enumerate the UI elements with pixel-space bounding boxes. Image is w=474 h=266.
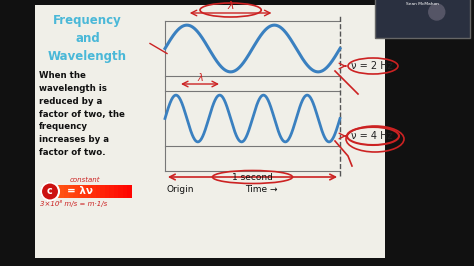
Bar [91,185,96,198]
Circle shape [41,182,59,201]
FancyBboxPatch shape [375,0,470,38]
Bar [69,185,73,198]
Bar [118,185,123,198]
Text: λ: λ [197,73,203,83]
FancyBboxPatch shape [35,5,385,258]
Bar [100,185,105,198]
Bar [73,185,78,198]
Bar [114,185,118,198]
Text: c: c [47,186,53,197]
Bar [105,185,109,198]
Text: 3×10⁸ m/s = m·1/s: 3×10⁸ m/s = m·1/s [40,200,107,207]
Text: constant: constant [70,177,100,183]
Text: ν = 4 Hz: ν = 4 Hz [351,131,392,141]
Bar [96,185,100,198]
Text: Sean McMahon: Sean McMahon [406,2,439,6]
Text: 1 second: 1 second [232,172,273,181]
Bar [60,185,64,198]
Bar [78,185,82,198]
Text: = λν: = λν [67,186,93,197]
Text: Time →: Time → [245,185,277,194]
Bar [46,185,51,198]
Bar [51,185,55,198]
Text: λ: λ [228,1,234,11]
Text: Frequency
and
Wavelength: Frequency and Wavelength [48,14,127,63]
Bar [87,185,91,198]
Bar [123,185,128,198]
Circle shape [429,4,445,20]
Bar [109,185,114,198]
Bar [64,185,69,198]
Bar [82,185,87,198]
Bar [55,185,60,198]
Text: When the
wavelength is
reduced by a
factor of two, the
frequency
increases by a
: When the wavelength is reduced by a fact… [39,71,125,157]
Text: ν = 2 Hz: ν = 2 Hz [351,61,392,71]
Bar [42,185,46,198]
Text: Origin: Origin [167,185,194,194]
Bar [128,185,132,198]
FancyBboxPatch shape [35,5,385,258]
